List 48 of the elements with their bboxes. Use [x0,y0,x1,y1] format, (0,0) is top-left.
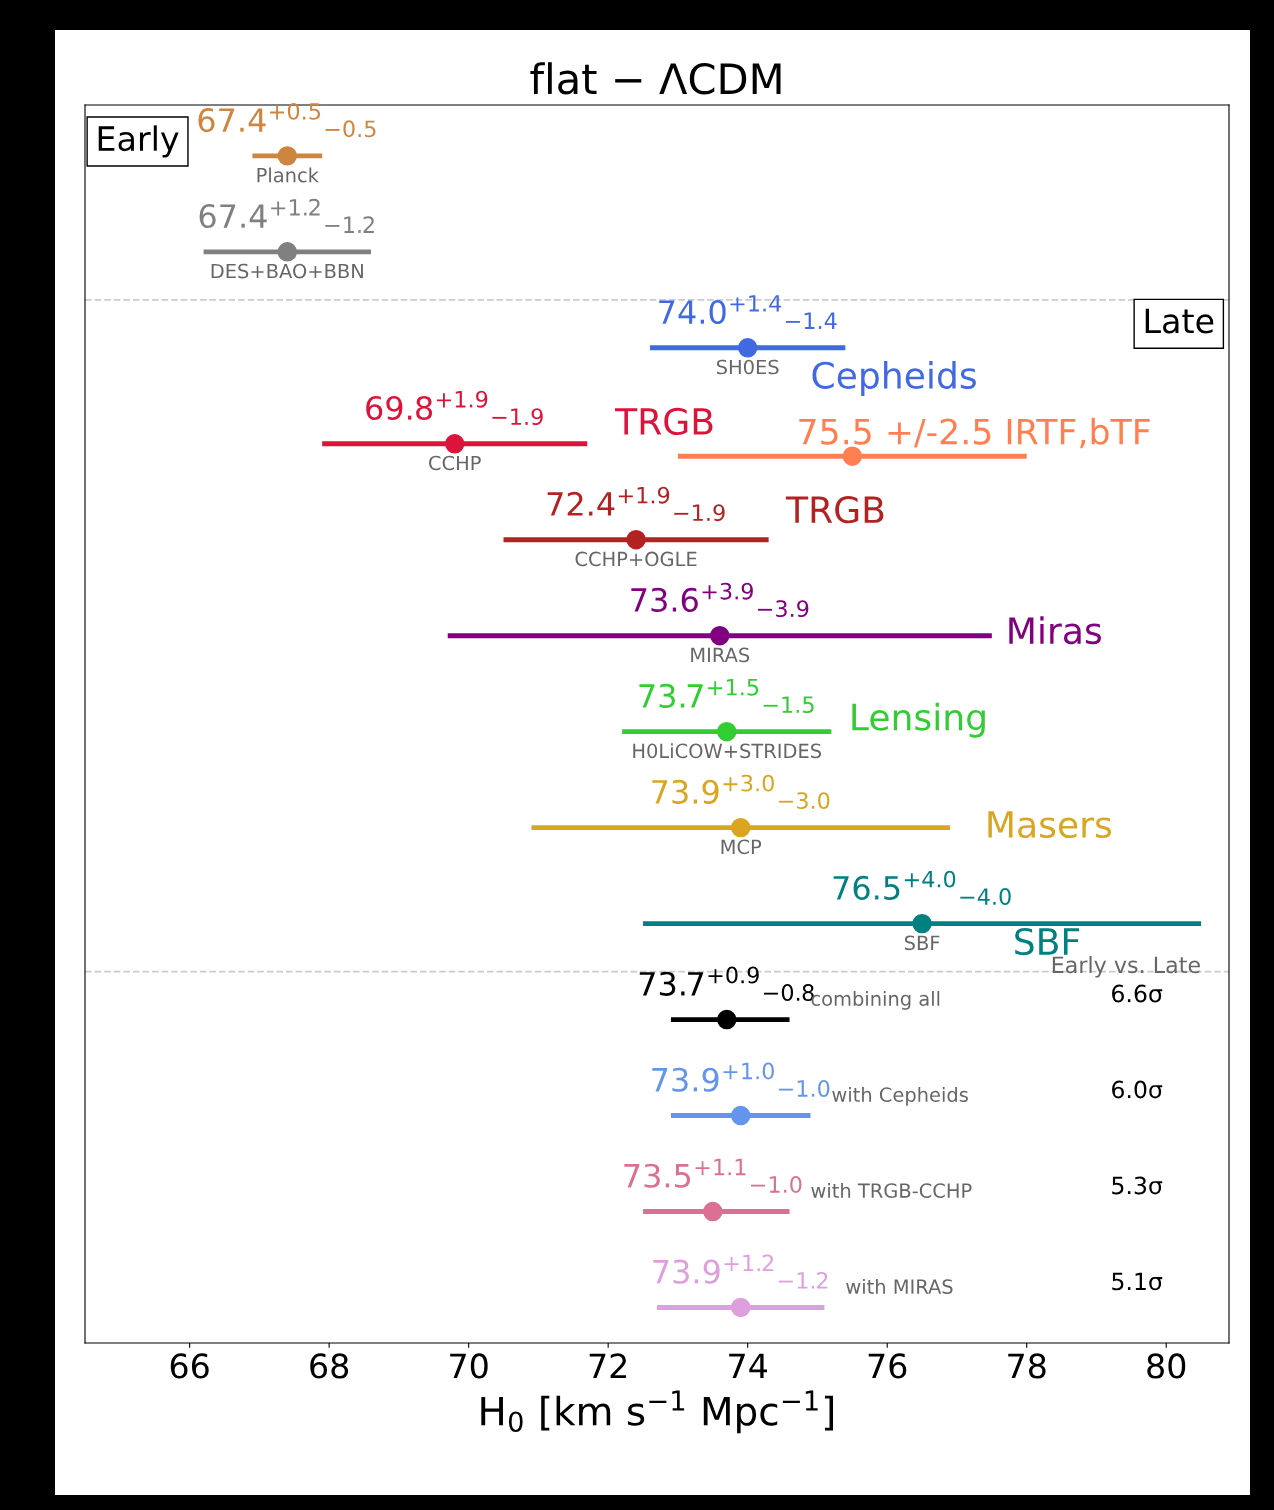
x-tick-label: 68 [310,1353,349,1379]
annotation: Early [98,125,179,158]
annotation: Miras [1009,616,1101,645]
data-label: 74.0$^{+1.4}$$_{−1.4}$ [659,295,837,329]
data-label: 76.5$^{+4.0}$$_{−4.0}$ [833,870,1011,906]
y-tick-label: Planck [257,167,319,183]
data-label: 73.5$^{+1.1}$$_{−1.0}$ [624,1158,802,1193]
annotation: Lensing [852,702,985,738]
annotation: Early vs. Late [1052,956,1200,978]
x-tick-label: 72 [589,1353,627,1379]
data-label: 73.7$^{+1.5}$$_{−1.5}$ [639,679,814,714]
y-tick-label: with TRGB-CCHP [811,1182,972,1198]
data-label: 75.5 +/-2.5 IRTF,bTF [799,417,1150,449]
data-label: 73.6$^{+3.9}$$_{−3.9}$ [631,582,809,618]
annotation: TRGB [785,496,884,524]
annotation: TRGB [615,407,713,436]
y-tick-label: CCHP [429,455,481,471]
y-tick-label: with MIRAS [846,1278,953,1294]
x-tick-label: 80 [1147,1353,1186,1379]
y-tick-label: MIRAS [691,647,750,663]
x-tick-label: 74 [729,1353,768,1379]
chart-title: flat − ΛCDM [530,62,781,95]
x-tick-label: 66 [170,1353,209,1379]
y-tick-label: SH0ES [716,359,779,375]
data-label: 73.9$^{+3.0}$$_{−3.0}$ [652,774,830,810]
y-tick-label: MCP [721,839,762,855]
x-tick-label: 70 [450,1353,488,1379]
data-label: 73.9$^{+1.0}$$_{−1.0}$ [652,1062,830,1097]
data-label: 72.4$^{+1.9}$$_{−1.9}$ [547,486,725,522]
data-label: 67.4$^{+0.5}$$_{−0.5}$ [198,102,376,138]
x-axis-title: H$_{0}$ [km s$^{−1}$ Mpc$^{−1}$] [481,1390,834,1434]
y-tick-label: with Cepheids [832,1086,968,1106]
x-tick-label: 76 [868,1353,907,1379]
data-label: 73.9$^{+1.2}$$_{−1.2}$ [653,1254,828,1289]
annotation: 5.1σ [1112,1272,1163,1291]
data-label: 69.8$^{+1.9}$$_{−1.9}$ [366,390,543,426]
annotation: Cepheids [812,361,976,396]
annotation: 6.6σ [1112,984,1163,1003]
annotation: SBF [1015,927,1080,956]
y-tick-label: CCHP+OGLE [575,551,697,567]
annotation: 6.0σ [1112,1080,1163,1099]
data-label: 67.4$^{+1.2}$$_{−1.2}$ [199,198,374,233]
y-tick-label: DES+BAO+BBN [211,263,363,279]
annotation: 5.3σ [1112,1176,1163,1195]
x-tick-label: 78 [1008,1353,1046,1379]
annotation: Late [1145,308,1214,334]
y-tick-label: H0LiCOW+STRIDES [633,743,822,759]
annotation: Masers [988,811,1112,839]
